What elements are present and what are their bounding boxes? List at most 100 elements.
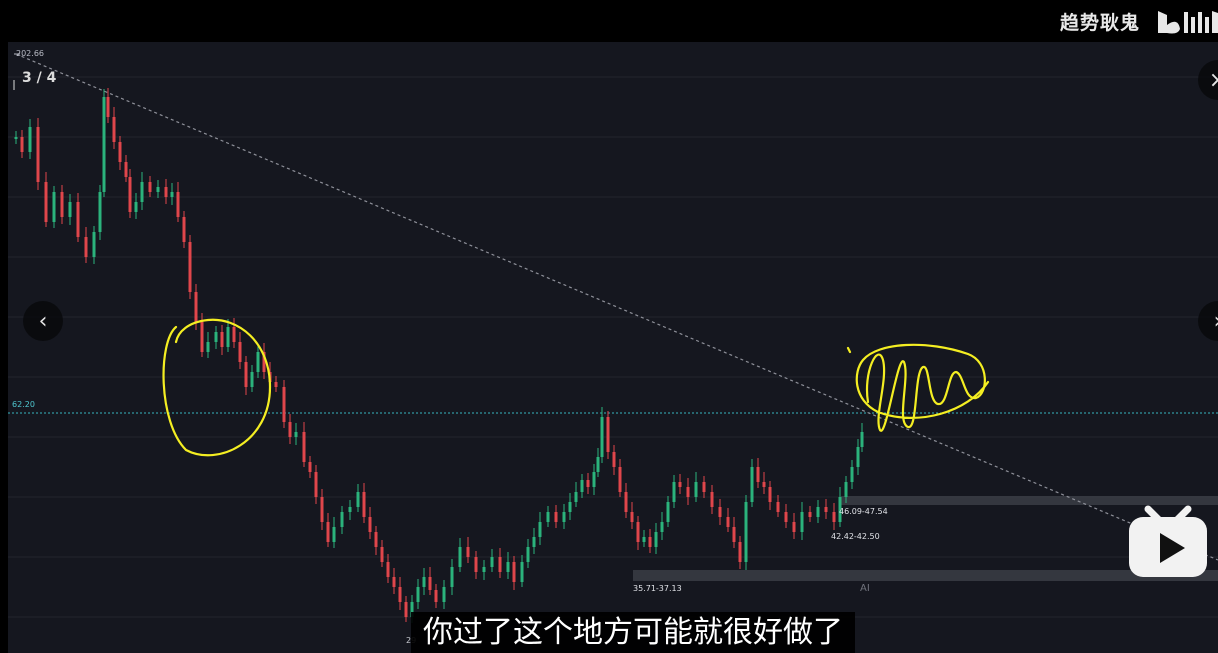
candle-body <box>630 512 634 522</box>
candle-body <box>784 512 788 522</box>
candle-body <box>170 192 174 197</box>
candle-body <box>102 97 106 192</box>
candle-body <box>498 557 502 572</box>
trendline <box>15 53 1218 561</box>
candle-body <box>600 417 604 457</box>
candle-body <box>636 522 640 542</box>
candle-body <box>482 567 486 572</box>
candle-body <box>398 587 402 602</box>
candle-body <box>428 577 432 590</box>
candle-body <box>538 522 542 537</box>
candle-body <box>14 137 18 139</box>
candle-body <box>792 522 796 532</box>
candle-body <box>568 502 572 512</box>
candle-body <box>250 372 254 387</box>
candle-body <box>28 127 32 152</box>
candle-body <box>106 97 110 117</box>
candle-body <box>302 432 306 462</box>
channel-name: 趋势耿鬼 <box>1059 11 1140 34</box>
candle-body <box>124 162 128 177</box>
candle-body <box>176 192 180 217</box>
subtitle: 你过了这个地方可能就很好做了 <box>411 612 855 653</box>
candle-body <box>214 332 218 342</box>
price-chart[interactable]: 202.66 3 / 4 62.20 46.09-47.54 42.42-42.… <box>8 42 1218 653</box>
candle-body <box>92 232 96 257</box>
next-button[interactable]: › <box>1198 301 1218 341</box>
candlestick-chart <box>8 53 1218 623</box>
chevron-left-icon: ‹ <box>38 308 48 334</box>
candle-body <box>666 502 670 522</box>
candle-body <box>768 487 772 502</box>
candle-body <box>648 537 652 547</box>
candle-body <box>466 547 470 557</box>
candle-body <box>718 507 722 517</box>
candle-body <box>60 192 64 217</box>
candle-body <box>118 142 122 162</box>
candle-body <box>200 322 204 352</box>
close-button[interactable]: × <box>1198 60 1218 100</box>
candle-body <box>762 482 766 487</box>
candle-body <box>546 512 550 522</box>
candle-body <box>274 382 278 387</box>
candle-body <box>232 327 236 342</box>
candle-body <box>702 482 706 492</box>
candle-body <box>294 432 298 437</box>
bilibili-logo <box>1158 11 1218 34</box>
candle-body <box>660 522 664 532</box>
candle-body <box>340 512 344 527</box>
scribble-annotation <box>846 343 990 432</box>
candle-body <box>586 480 590 487</box>
candle-body <box>392 577 396 587</box>
support-band <box>841 496 1218 505</box>
candle-body <box>756 467 760 482</box>
chevron-right-icon: › <box>1214 309 1218 334</box>
candle-body <box>68 202 72 217</box>
candle-body <box>606 417 610 452</box>
candle-body <box>164 187 168 197</box>
candle-body <box>410 602 414 617</box>
candle-body <box>404 602 408 617</box>
candle-body <box>612 452 616 467</box>
candle-body <box>808 512 812 517</box>
candle-body <box>592 472 596 487</box>
play-icon[interactable] <box>1126 501 1210 581</box>
candle-body <box>694 482 698 497</box>
candle-body <box>434 590 438 602</box>
candle-body <box>532 537 536 547</box>
range-label-upper: 46.09-47.54 <box>839 507 888 516</box>
candle-body <box>148 182 152 192</box>
candle-body <box>182 217 186 242</box>
candle-body <box>262 352 266 372</box>
candle-body <box>686 487 690 497</box>
candle-body <box>624 492 628 512</box>
candle-body <box>314 472 318 497</box>
candle-body <box>726 517 730 527</box>
candle-body <box>816 507 820 517</box>
top-price-label: 202.66 <box>16 49 44 58</box>
candle-body <box>800 512 804 532</box>
candle-body <box>856 447 860 467</box>
candle-body <box>238 342 242 362</box>
candle-body <box>732 527 736 542</box>
candle-body <box>244 362 248 387</box>
candle-body <box>356 492 360 507</box>
candle-body <box>226 327 230 347</box>
candle-body <box>320 497 324 522</box>
candle-body <box>422 577 426 587</box>
candle-body <box>84 237 88 257</box>
prev-button[interactable]: ‹ <box>23 301 63 341</box>
candle-body <box>134 202 138 212</box>
support-band <box>633 570 1218 581</box>
candle-body <box>374 532 378 547</box>
candle-body <box>326 522 330 542</box>
candle-body <box>442 587 446 602</box>
candle-body <box>220 332 224 347</box>
candle-body <box>512 562 516 582</box>
candle-body <box>554 512 558 522</box>
candle-body <box>562 512 566 522</box>
candle-body <box>580 480 584 492</box>
circle-annotation <box>162 318 272 457</box>
candle-body <box>362 492 366 517</box>
candle-body <box>654 532 658 547</box>
candle-body <box>194 292 198 322</box>
